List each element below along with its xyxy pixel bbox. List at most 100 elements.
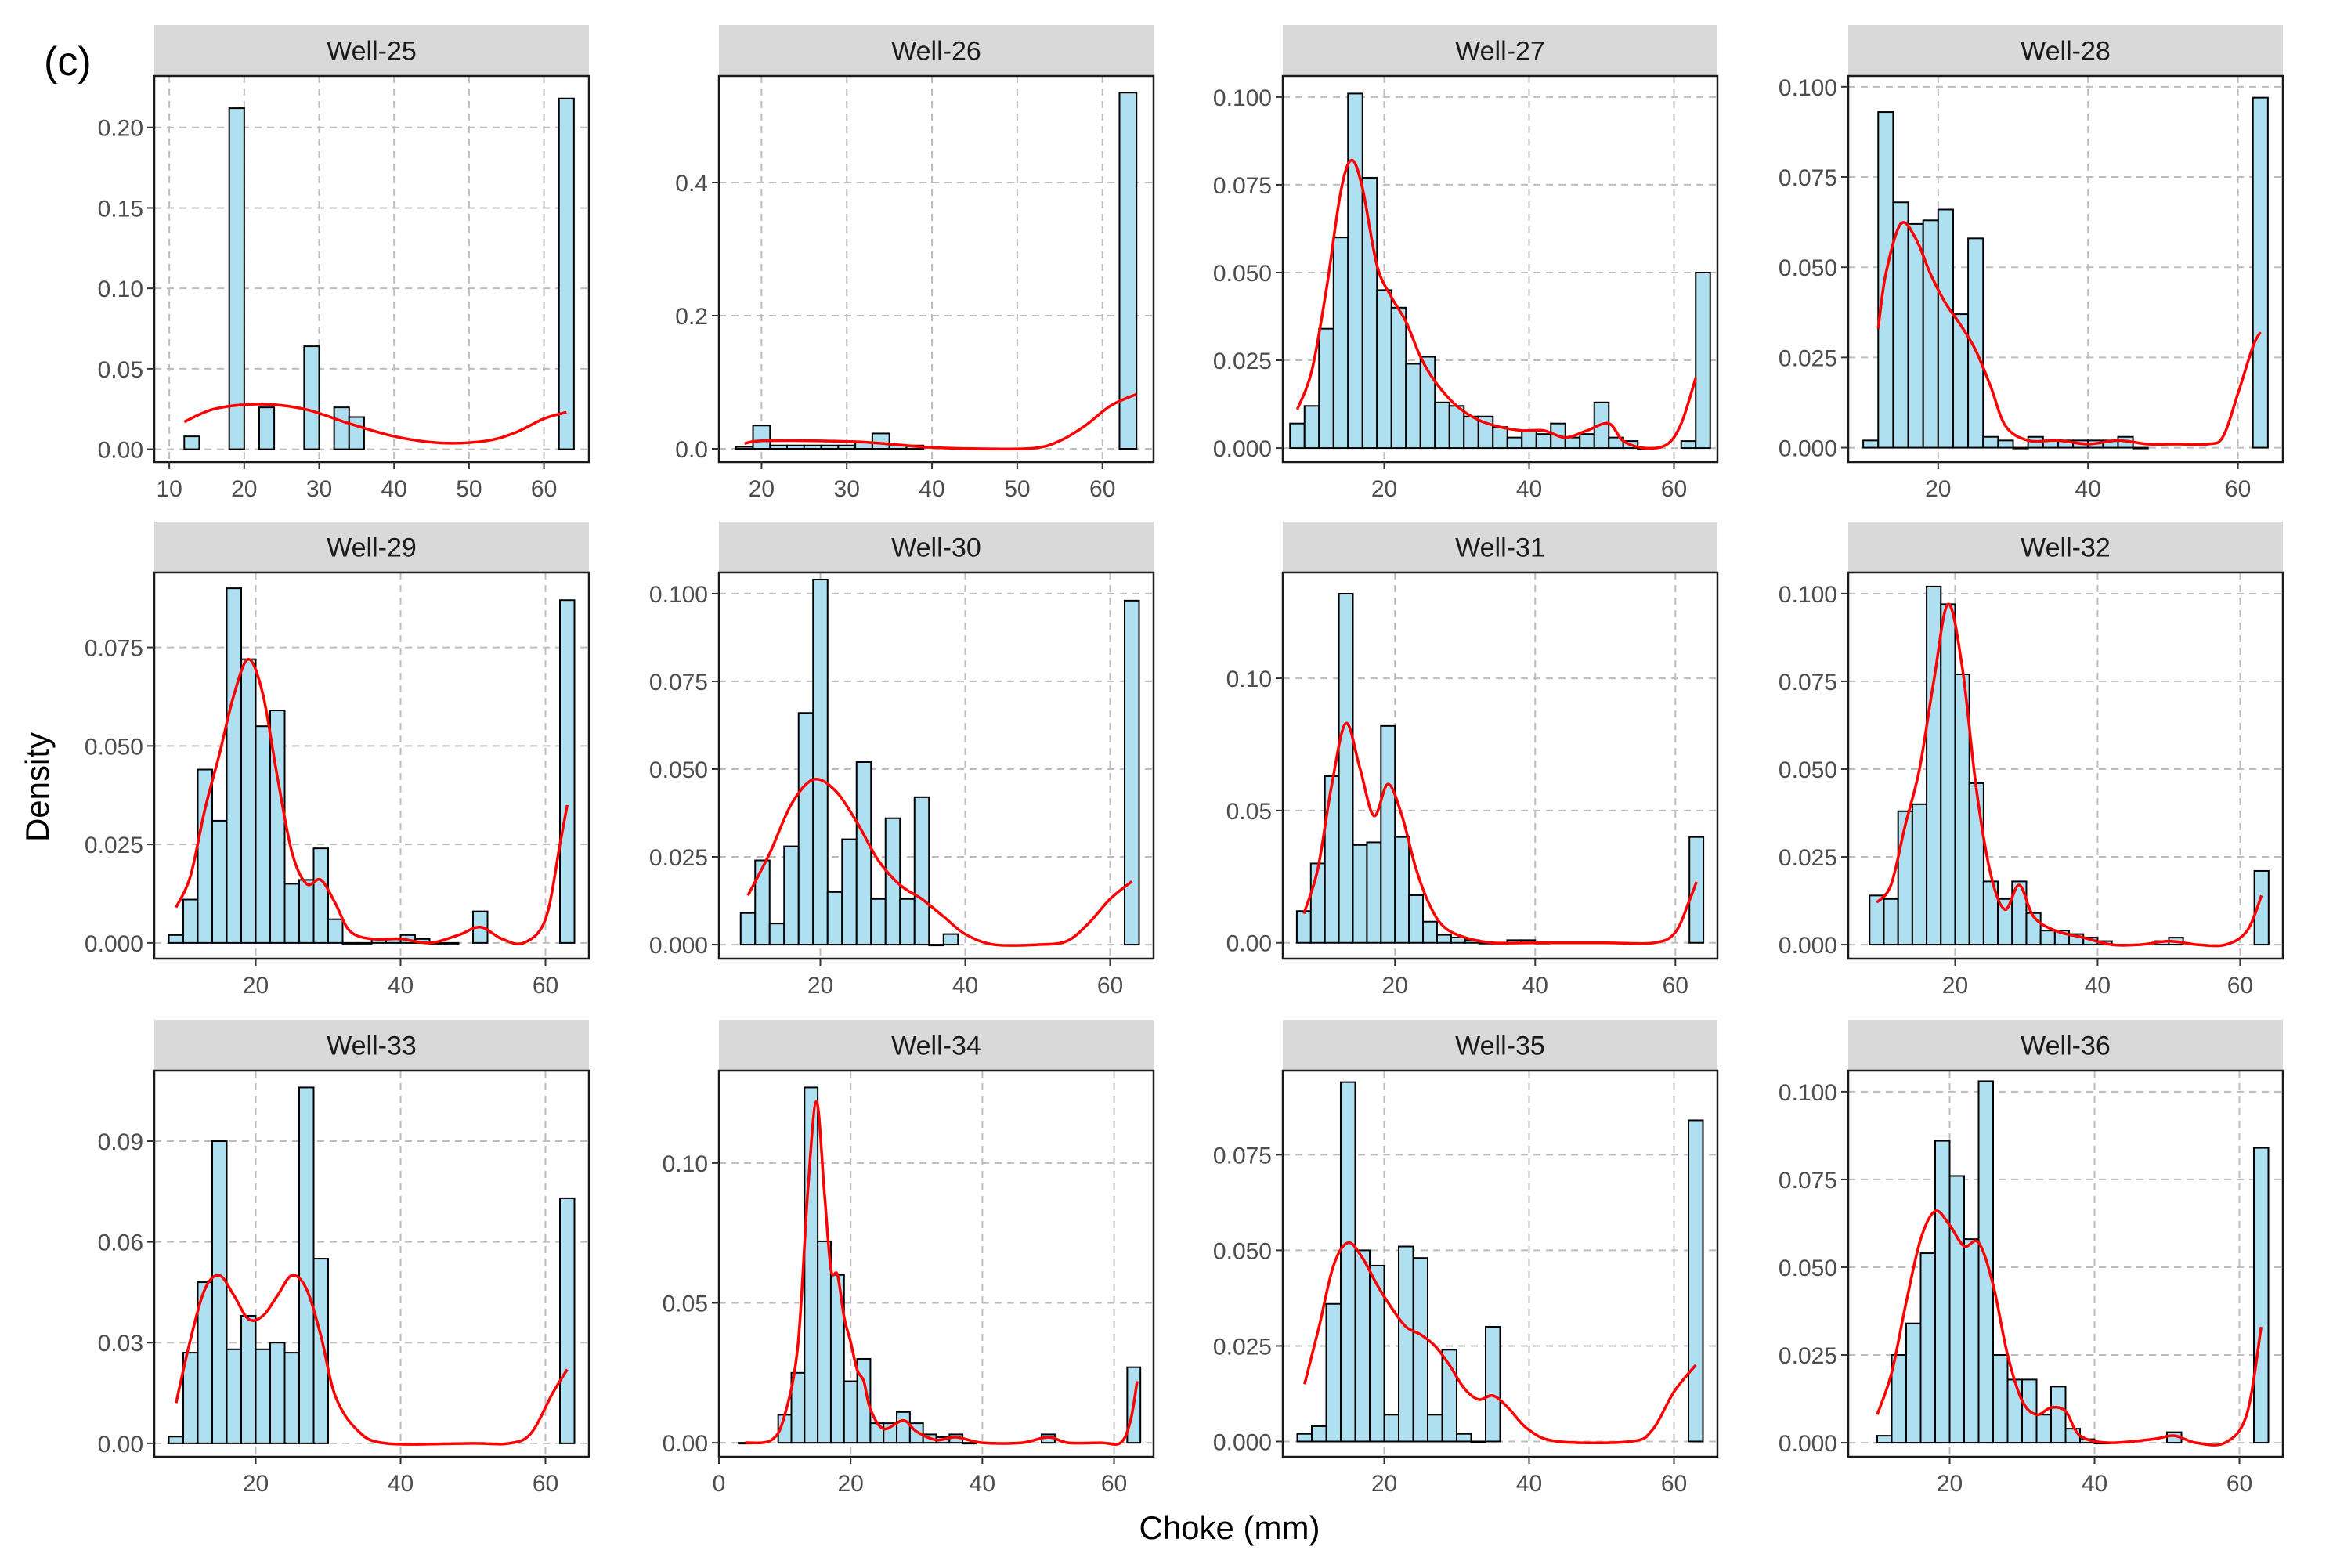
histogram-bar <box>826 891 843 946</box>
y-tick-label: 0.000 <box>1213 436 1272 462</box>
x-tick-label: 60 <box>1661 1471 1687 1497</box>
facet-panel: Well-30 20 40 60 0.000 0.025 0.050 0.075 0.100 <box>649 522 1155 999</box>
histogram-bar <box>1408 894 1425 944</box>
x-tick-label: 60 <box>533 973 558 999</box>
histogram-bar <box>356 941 373 945</box>
panel-border <box>717 1069 1155 1458</box>
y-tick-label: 0.15 <box>98 196 143 222</box>
x-axis-title: Choke (mm) <box>1139 1509 1320 1546</box>
histogram-bar <box>884 817 901 946</box>
facet-panel: Well-34 0 20 40 60 0.00 0.05 0.10 <box>663 1020 1155 1497</box>
x-tick-label: 20 <box>1925 476 1951 502</box>
marks-layer <box>183 97 575 450</box>
y-tick-label: 0.050 <box>1213 1238 1272 1264</box>
x-tick-label: 40 <box>388 973 414 999</box>
histogram-bar <box>1911 803 1928 946</box>
x-tick-label: 20 <box>749 476 775 502</box>
facet-panel: Well-28 20 40 60 0.000 0.025 0.050 0.075 0.100 <box>1779 25 2284 502</box>
marks-layer <box>1295 593 1705 945</box>
x-tick-label: 30 <box>834 476 860 502</box>
facet-panel: Well-27 20 40 60 0.000 0.025 0.050 0.075 0.100 <box>1213 25 1719 502</box>
facet-title: Well-30 <box>891 533 981 563</box>
marks-layer <box>738 1086 1142 1446</box>
histogram-bar <box>1968 782 1984 946</box>
histogram-bar <box>341 941 358 945</box>
facet-title: Well-26 <box>891 37 981 67</box>
histogram-bar <box>843 1380 858 1444</box>
y-tick-label: 0.075 <box>1779 165 1837 191</box>
histogram-bar <box>1579 433 1595 450</box>
facet-panel: Well-33 20 40 60 0.00 0.03 0.06 0.09 <box>98 1020 590 1497</box>
marks-layer <box>735 92 1138 451</box>
x-tick-label: 0 <box>713 1471 726 1497</box>
histogram-bar <box>312 847 329 944</box>
x-tick-label: 60 <box>1663 973 1688 999</box>
x-tick-label: 20 <box>1371 1471 1397 1497</box>
y-tick-label: 0.000 <box>85 931 143 957</box>
x-tick-label: 40 <box>1522 973 1548 999</box>
marks-layer <box>1876 1080 2270 1447</box>
y-tick-label: 0.05 <box>1226 799 1272 825</box>
histogram-bar <box>327 918 344 944</box>
y-tick-label: 0.09 <box>98 1129 143 1155</box>
histogram-bar <box>735 446 754 450</box>
panel-border <box>1847 571 2284 960</box>
histogram-bar <box>211 1140 228 1444</box>
histogram-bar <box>1369 1264 1385 1443</box>
panel-border <box>153 1069 590 1458</box>
x-tick-label: 10 <box>156 476 182 502</box>
histogram-bar <box>812 578 829 946</box>
histogram-bar <box>1485 1326 1501 1443</box>
histogram-bar <box>182 898 199 944</box>
histogram-bar <box>1963 1238 1980 1444</box>
histogram-bar <box>837 444 857 450</box>
histogram-bar <box>348 416 365 450</box>
facet-strip <box>1283 522 1717 573</box>
histogram-bar <box>1905 1322 1922 1444</box>
histogram-bar <box>228 107 245 450</box>
histogram-bar <box>1325 1302 1342 1443</box>
histogram-bar <box>1564 436 1581 450</box>
y-tick-label: 0.075 <box>1779 670 1837 695</box>
facet-title: Well-25 <box>327 37 417 67</box>
facet-panel: Well-29 20 40 60 0.000 0.025 0.050 0.075 <box>85 522 590 999</box>
histogram-bar <box>1695 271 1711 450</box>
histogram-bar <box>1992 1354 2009 1444</box>
histogram-bar <box>1124 599 1140 946</box>
histogram-bar <box>1535 433 1552 450</box>
histogram-bar <box>1394 836 1410 944</box>
histogram-bar <box>1412 1257 1428 1443</box>
facet-strip <box>1848 522 2283 573</box>
histogram-bar <box>1311 1425 1327 1443</box>
facet-title: Well-35 <box>1455 1031 1545 1061</box>
density-curve <box>1295 158 1697 450</box>
x-tick-label: 40 <box>2075 476 2101 502</box>
histogram-bar <box>1303 405 1320 450</box>
histogram-bar <box>1118 92 1138 450</box>
histogram-bar <box>269 710 286 944</box>
y-tick-label: 0.025 <box>1779 845 1837 871</box>
histogram-bar <box>1450 936 1466 944</box>
facet-strip <box>719 522 1154 573</box>
histogram-bar <box>1919 1252 1936 1444</box>
histogram-bar <box>2050 1386 2067 1444</box>
histogram-bar <box>1366 841 1382 944</box>
y-tick-label: 0.000 <box>1779 436 1837 462</box>
histogram-bar <box>1982 435 1999 449</box>
histogram-bar <box>1338 593 1354 944</box>
histogram-bar <box>183 435 200 450</box>
histogram-bar <box>752 425 771 450</box>
histogram-bar <box>1876 1435 1893 1444</box>
y-tick-label: 0.00 <box>98 1432 143 1458</box>
histogram-bar <box>1436 934 1452 944</box>
y-tick-label: 0.050 <box>1779 757 1837 783</box>
histogram-bar <box>1463 415 1479 450</box>
x-tick-label: 40 <box>2082 1471 2107 1497</box>
x-tick-label: 60 <box>1097 973 1123 999</box>
histogram-bar <box>1688 836 1705 944</box>
x-tick-label: 40 <box>388 1471 414 1497</box>
x-tick-label: 60 <box>2226 1471 2252 1497</box>
facet-panel: Well-26 20 30 40 50 60 0.0 0.2 0.4 <box>675 25 1155 502</box>
y-tick-label: 0.075 <box>1779 1168 1837 1194</box>
histogram-bar <box>855 761 872 946</box>
